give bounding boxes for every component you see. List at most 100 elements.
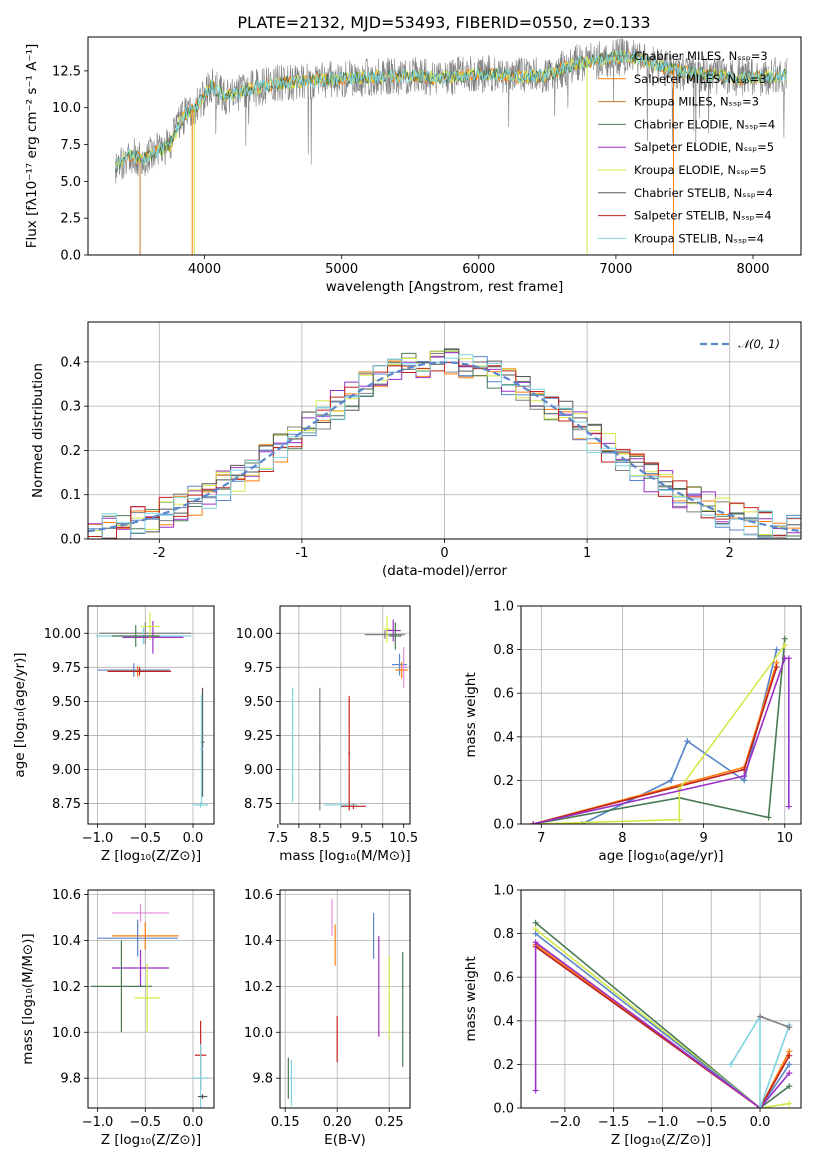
y-tick-label: 9.8 [60, 1072, 81, 1087]
x-tick-label: 2 [726, 546, 734, 561]
series-marker [530, 821, 537, 824]
scatter-plot-area [287, 899, 404, 1106]
x-tick-label: −1.0 [82, 831, 114, 846]
x-axis-label: Z [log₁₀(Z/Z⊙)] [101, 848, 201, 864]
y-tick-label: 0.0 [60, 249, 81, 264]
x-tick-label: 8 [618, 831, 626, 846]
y-tick-label: 1.0 [493, 600, 514, 615]
chart-mass_vs_Z: −1.0 −0.5 0.0 9.8 10.0 10.2 10.4 10.6 Z [log₁₀(Z… [20, 888, 215, 1148]
x-tick-label: −1.0 [647, 1115, 679, 1130]
y-tick-label: 0.2 [493, 774, 514, 789]
y-axis-label: mass [log₁₀(M/M⊙)] [20, 933, 36, 1064]
series-line [535, 946, 790, 1108]
histogram-plot-area [88, 348, 801, 539]
axes-frame [87, 36, 802, 256]
y-tick-label: 0.3 [60, 400, 81, 415]
x-tick-label: 1 [583, 546, 591, 561]
y-tick-label: 9.50 [52, 695, 81, 710]
y-tick-label: 8.75 [244, 797, 273, 812]
legend-label: 𝒩(0, 1) [738, 337, 780, 351]
y-tick-label: 10.6 [244, 888, 273, 903]
legend-label: Kroupa ELODIE, Nₛₛₚ=5 [634, 163, 767, 177]
chart-massweight_vs_Z: −2.0 −1.5 −1.0 −0.5 0.0 0.0 0.2 0.4 0.6 0.8 1.0 Z [… [463, 884, 802, 1148]
series-line [759, 1015, 790, 1029]
legend-label: Chabrier ELODIE, Nₛₛₚ=4 [634, 117, 775, 131]
series-marker [786, 1052, 793, 1059]
x-tick-label: 0.0 [183, 1115, 204, 1130]
spectrum-model-line [114, 50, 788, 173]
y-axis-label: mass weight [463, 956, 479, 1041]
chart-mass_vs_EBV: 0.15 0.20 0.25 9.8 10.0 10.2 10.4 10.6 E(B-V) [244, 888, 411, 1148]
series-line [533, 657, 790, 824]
y-axis-label: age [log₁₀(age/yr)] [12, 652, 28, 777]
y-tick-label: 9.75 [52, 661, 81, 676]
series-marker [786, 1100, 793, 1107]
series-marker [786, 1070, 793, 1077]
series-marker [668, 777, 675, 784]
x-tick-label: −1.5 [598, 1115, 630, 1130]
scatter-plot-area [90, 903, 209, 1108]
axes-frame [279, 889, 411, 1109]
x-tick-label: −0.5 [129, 831, 161, 846]
series-line [535, 928, 790, 1108]
series-line [533, 638, 786, 824]
line-plot-area [530, 635, 792, 824]
axes-frame [520, 605, 802, 825]
legend-label: Salpeter STELIB, Nₛₛₚ=4 [634, 209, 772, 223]
series-marker [757, 1105, 764, 1108]
axes-frame [87, 321, 802, 540]
axes-frame [87, 889, 215, 1109]
line-plot-area [532, 919, 793, 1108]
series-line [535, 922, 790, 1108]
chart-age_vs_Z: −1.0 −0.5 0.0 8.75 9.00 9.25 9.50 9.75 10.00 Z [l… [12, 605, 215, 864]
legend-label: Chabrier MILES, Nₛₛₚ=3 [634, 49, 768, 63]
legend-label: Chabrier STELIB, Nₛₛₚ=4 [634, 186, 773, 200]
series-marker [676, 816, 683, 823]
x-tick-label: 6000 [462, 262, 495, 277]
series-line [532, 666, 778, 824]
series-line [534, 940, 790, 1108]
series-marker [741, 773, 748, 780]
axes-frame [520, 889, 802, 1109]
x-tick-label: -1 [295, 546, 308, 561]
series-marker [684, 738, 691, 745]
x-axis-label: (data-model)/error [382, 563, 508, 579]
scatter-plot-area [291, 615, 408, 811]
chart-massweight_vs_age: 7 8 9 10 0.0 0.2 0.4 0.6 0.8 1.0 age [log₁₀(age/yr… [463, 600, 802, 864]
y-tick-label: 2.5 [60, 212, 81, 227]
x-tick-label: 0.0 [183, 831, 204, 846]
y-tick-label: 0.2 [493, 1058, 514, 1073]
y-tick-label: 0.1 [60, 488, 81, 503]
x-tick-label: 8.5 [309, 831, 330, 846]
x-tick-label: 0.0 [750, 1115, 771, 1130]
chart-spectrum: 4000 5000 6000 7000 8000 0.0 2.5 5.0 7.5 10.0 12.5… [24, 36, 802, 295]
y-tick-label: 10.4 [52, 934, 81, 949]
x-tick-label: -2 [153, 546, 166, 561]
y-tick-label: 10.2 [244, 980, 273, 995]
y-tick-label: 10.00 [236, 627, 273, 642]
series-marker [781, 635, 788, 642]
series-marker [773, 664, 780, 671]
y-axis-label: Normed distribution [30, 363, 46, 498]
legend-label: Salpeter ELODIE, Nₛₛₚ=5 [634, 140, 774, 154]
x-tick-label: 5000 [325, 262, 358, 277]
series-marker [786, 1024, 793, 1031]
y-tick-label: 9.25 [52, 729, 81, 744]
y-tick-label: 9.75 [244, 661, 273, 676]
series-marker [786, 1083, 793, 1090]
x-axis-label: Z [log₁₀(Z/Z⊙)] [101, 1132, 201, 1148]
series-marker [765, 814, 772, 821]
x-axis-label: E(B-V) [324, 1132, 366, 1148]
y-tick-label: 0.6 [493, 971, 514, 986]
y-tick-label: 0.8 [493, 927, 514, 942]
series-marker [781, 642, 788, 649]
x-tick-label: 8000 [736, 262, 769, 277]
x-tick-label: 10.5 [389, 831, 418, 846]
x-tick-label: 0.15 [271, 1115, 300, 1130]
scatter-plot-area [95, 612, 209, 808]
histogram-step-line [88, 362, 801, 539]
normal-curve [88, 361, 801, 533]
series-marker [532, 1087, 539, 1094]
series-marker [773, 646, 780, 653]
